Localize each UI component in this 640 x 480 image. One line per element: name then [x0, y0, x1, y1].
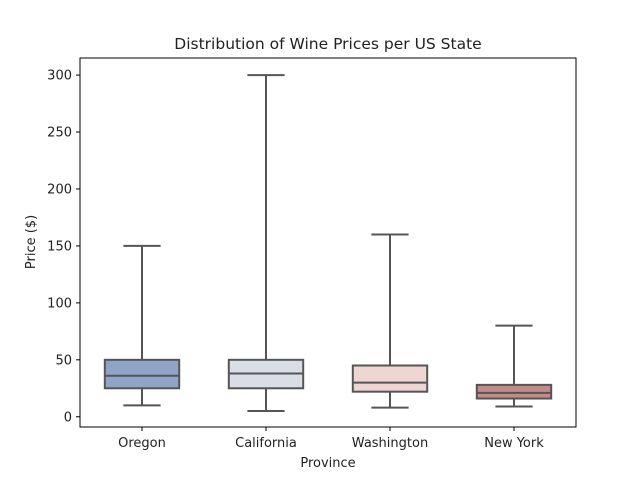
y-tick-label: 100 [47, 296, 72, 311]
y-tick-label: 250 [47, 126, 72, 141]
x-tick-label: New York [484, 436, 544, 451]
box-iqr [475, 383, 553, 400]
y-tick-label: 50 [55, 353, 72, 368]
y-axis: 0 50 100 150 200 250 300 [47, 69, 80, 425]
x-tick-label: Oregon [118, 436, 166, 451]
y-tick-label: 150 [47, 239, 72, 254]
box-group-new-york [475, 324, 553, 408]
y-tick-label: 300 [47, 69, 72, 84]
x-tick-label: Washington [352, 436, 428, 451]
box-group-california [227, 74, 305, 413]
y-tick-label: 0 [64, 410, 72, 425]
plot-content [103, 74, 553, 413]
x-axis: Oregon California Washington New York [118, 427, 544, 451]
y-axis-label: Price ($) [24, 215, 39, 269]
box-iqr [103, 358, 181, 390]
x-tick-label: California [235, 436, 297, 451]
box-group-washington [351, 233, 429, 409]
y-tick-label: 200 [47, 182, 72, 197]
chart-title: Distribution of Wine Prices per US State [174, 35, 481, 53]
x-axis-label: Province [300, 456, 355, 471]
box-group-oregon [103, 244, 181, 407]
box-iqr [351, 364, 429, 393]
plot-frame [79, 57, 577, 428]
